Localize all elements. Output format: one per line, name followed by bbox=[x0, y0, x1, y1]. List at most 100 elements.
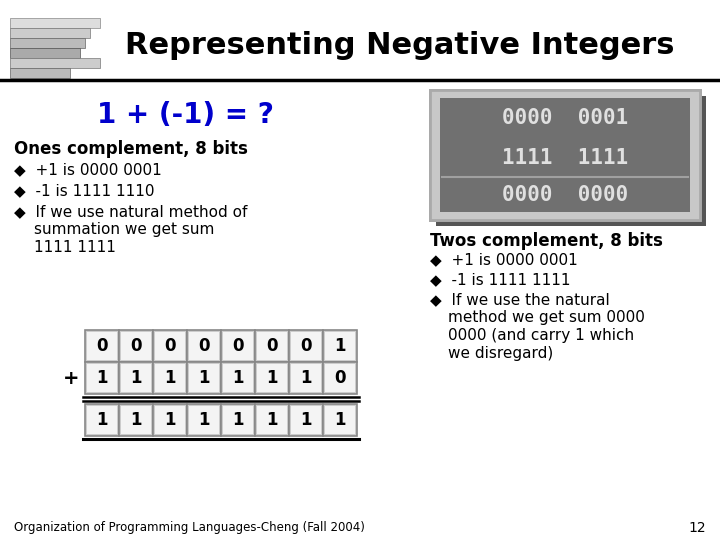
Text: 1: 1 bbox=[300, 411, 312, 429]
Bar bbox=[119, 404, 153, 436]
Text: 1 + (-1) = ?: 1 + (-1) = ? bbox=[96, 101, 274, 129]
Text: 1: 1 bbox=[233, 411, 244, 429]
Bar bbox=[10, 48, 80, 58]
Bar bbox=[289, 404, 323, 436]
Text: ◆  If we use natural method of: ◆ If we use natural method of bbox=[14, 204, 248, 219]
Text: 1: 1 bbox=[130, 369, 142, 387]
Bar bbox=[119, 362, 153, 394]
Bar bbox=[153, 404, 187, 436]
Text: 1: 1 bbox=[164, 369, 176, 387]
Text: Organization of Programming Languages-Cheng (Fall 2004): Organization of Programming Languages-Ch… bbox=[14, 522, 365, 535]
Bar bbox=[187, 362, 221, 394]
Text: method we get sum 0000: method we get sum 0000 bbox=[448, 310, 645, 325]
Bar bbox=[10, 38, 85, 48]
Bar bbox=[121, 332, 151, 360]
Text: ◆  If we use the natural: ◆ If we use the natural bbox=[430, 292, 610, 307]
Bar bbox=[85, 330, 119, 362]
Bar bbox=[10, 18, 100, 28]
Text: 1: 1 bbox=[96, 411, 108, 429]
Bar bbox=[440, 98, 690, 212]
Text: 0: 0 bbox=[164, 337, 176, 355]
Bar bbox=[257, 406, 287, 434]
Text: 1: 1 bbox=[334, 411, 346, 429]
Text: Ones complement, 8 bits: Ones complement, 8 bits bbox=[14, 140, 248, 158]
Bar bbox=[121, 364, 151, 392]
Bar bbox=[323, 330, 357, 362]
Text: ◆  +1 is 0000 0001: ◆ +1 is 0000 0001 bbox=[14, 162, 162, 177]
Bar bbox=[257, 332, 287, 360]
Text: 0: 0 bbox=[233, 337, 244, 355]
Bar bbox=[223, 332, 253, 360]
Bar bbox=[155, 332, 185, 360]
Bar bbox=[121, 406, 151, 434]
Text: 1: 1 bbox=[130, 411, 142, 429]
Text: 0: 0 bbox=[130, 337, 142, 355]
Text: 1: 1 bbox=[266, 411, 278, 429]
Bar bbox=[153, 330, 187, 362]
Text: 1: 1 bbox=[164, 411, 176, 429]
Bar bbox=[221, 362, 255, 394]
Bar bbox=[323, 362, 357, 394]
Text: ◆  -1 is 1111 1110: ◆ -1 is 1111 1110 bbox=[14, 183, 155, 198]
Text: 1: 1 bbox=[266, 369, 278, 387]
Text: we disregard): we disregard) bbox=[448, 346, 553, 361]
Bar bbox=[255, 362, 289, 394]
Bar bbox=[85, 362, 119, 394]
Bar bbox=[323, 404, 357, 436]
Text: 0: 0 bbox=[300, 337, 312, 355]
Bar bbox=[189, 364, 219, 392]
Text: 1: 1 bbox=[198, 411, 210, 429]
Bar bbox=[155, 364, 185, 392]
Text: 1: 1 bbox=[96, 369, 108, 387]
Bar bbox=[436, 96, 706, 226]
Bar bbox=[255, 404, 289, 436]
Text: 1: 1 bbox=[334, 337, 346, 355]
Bar bbox=[187, 330, 221, 362]
Bar bbox=[325, 332, 355, 360]
Text: 0000  0001: 0000 0001 bbox=[502, 108, 628, 128]
Text: Twos complement, 8 bits: Twos complement, 8 bits bbox=[430, 232, 663, 250]
Text: ◆  +1 is 0000 0001: ◆ +1 is 0000 0001 bbox=[430, 252, 577, 267]
Bar bbox=[255, 330, 289, 362]
Text: 0000 (and carry 1 which: 0000 (and carry 1 which bbox=[448, 328, 634, 343]
Bar bbox=[289, 362, 323, 394]
Text: 0: 0 bbox=[198, 337, 210, 355]
Bar bbox=[291, 364, 321, 392]
Bar bbox=[189, 332, 219, 360]
Bar bbox=[325, 364, 355, 392]
Text: 0: 0 bbox=[96, 337, 108, 355]
Bar bbox=[87, 332, 117, 360]
Bar bbox=[87, 364, 117, 392]
Text: summation we get sum: summation we get sum bbox=[34, 222, 215, 237]
Text: 1: 1 bbox=[198, 369, 210, 387]
Bar bbox=[430, 90, 700, 220]
Bar bbox=[119, 330, 153, 362]
Text: 0000  0000: 0000 0000 bbox=[502, 185, 628, 205]
Bar bbox=[223, 364, 253, 392]
Text: 1111  1111: 1111 1111 bbox=[502, 148, 628, 168]
Bar bbox=[257, 364, 287, 392]
Bar bbox=[85, 404, 119, 436]
Text: 0: 0 bbox=[334, 369, 346, 387]
Text: +: + bbox=[63, 368, 79, 388]
Bar bbox=[10, 68, 70, 78]
Bar bbox=[189, 406, 219, 434]
Bar bbox=[153, 362, 187, 394]
Bar bbox=[87, 406, 117, 434]
Bar bbox=[155, 406, 185, 434]
Bar bbox=[10, 58, 100, 68]
Text: 0: 0 bbox=[266, 337, 278, 355]
Bar bbox=[430, 90, 700, 220]
Bar bbox=[291, 332, 321, 360]
Bar bbox=[221, 404, 255, 436]
Bar bbox=[187, 404, 221, 436]
Bar bbox=[289, 330, 323, 362]
Text: ◆  -1 is 1111 1111: ◆ -1 is 1111 1111 bbox=[430, 272, 570, 287]
Bar bbox=[223, 406, 253, 434]
Bar bbox=[221, 330, 255, 362]
Text: 1: 1 bbox=[300, 369, 312, 387]
Bar bbox=[325, 406, 355, 434]
Bar bbox=[291, 406, 321, 434]
Text: 12: 12 bbox=[688, 521, 706, 535]
Text: 1111 1111: 1111 1111 bbox=[34, 240, 116, 255]
